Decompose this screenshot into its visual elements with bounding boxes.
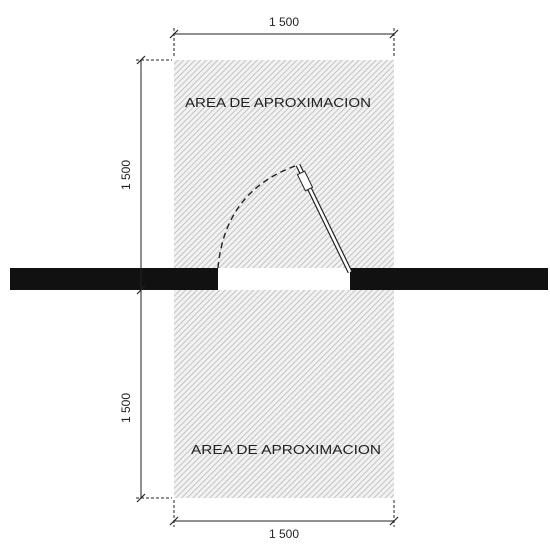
top-dimension-label: 1 500 — [269, 15, 299, 29]
door-swing-arc — [217, 164, 299, 269]
upper-depth-label: 1 500 — [119, 160, 133, 190]
upper-approach-area — [174, 60, 394, 268]
lower-area-label: AREA DE APROXIMACION — [191, 443, 381, 457]
wall-left — [10, 268, 218, 290]
bottom-dimension — [169, 500, 399, 527]
door-opening — [218, 270, 350, 288]
lower-depth-label: 1 500 — [119, 393, 133, 423]
wall-right — [350, 268, 548, 290]
left-dimension — [136, 55, 172, 503]
upper-area-label: AREA DE APROXIMACION — [185, 96, 371, 110]
door-leaf — [295, 163, 353, 274]
bottom-dimension-label: 1 500 — [269, 527, 299, 540]
lower-approach-area — [174, 290, 394, 498]
top-dimension — [169, 28, 399, 58]
